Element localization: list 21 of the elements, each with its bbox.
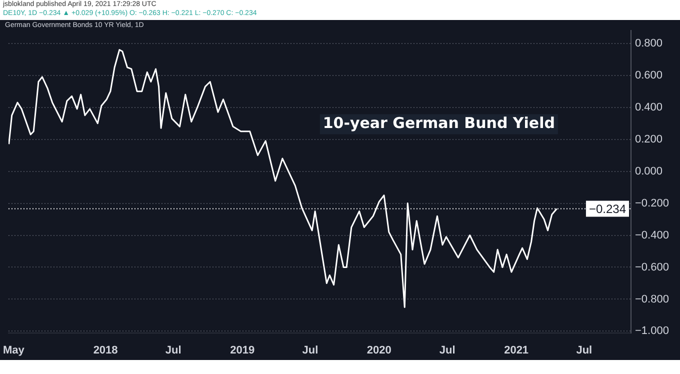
y-tick-label: 0.800 [635,37,663,50]
y-tick-label: 0.200 [635,133,663,146]
x-tick-label: May [3,344,26,356]
x-tick-label: Jul [302,344,318,356]
ref-line-label: −0.234 [588,202,626,216]
y-tick-label: −0.400 [635,229,669,242]
y-tick-label: −0.600 [635,261,669,274]
annotation: 10-year German Bund Yield [322,114,555,132]
x-tick-label: Jul [576,344,592,356]
y-tick-label: −0.200 [635,197,669,210]
x-tick-label: 2021 [504,344,529,356]
y-tick-label: 0.600 [635,69,663,82]
y-tick-label: −1.000 [635,325,669,338]
x-tick-label: 2019 [230,344,255,356]
x-tick-label: 2018 [93,344,118,356]
x-tick-label: 2020 [366,344,392,356]
y-tick-label: 0.000 [635,165,663,178]
y-tick-label: 0.400 [635,101,663,114]
y-tick-label: −0.800 [635,293,669,306]
x-tick-label: Jul [165,344,182,356]
x-tick-label: Jul [439,344,456,356]
